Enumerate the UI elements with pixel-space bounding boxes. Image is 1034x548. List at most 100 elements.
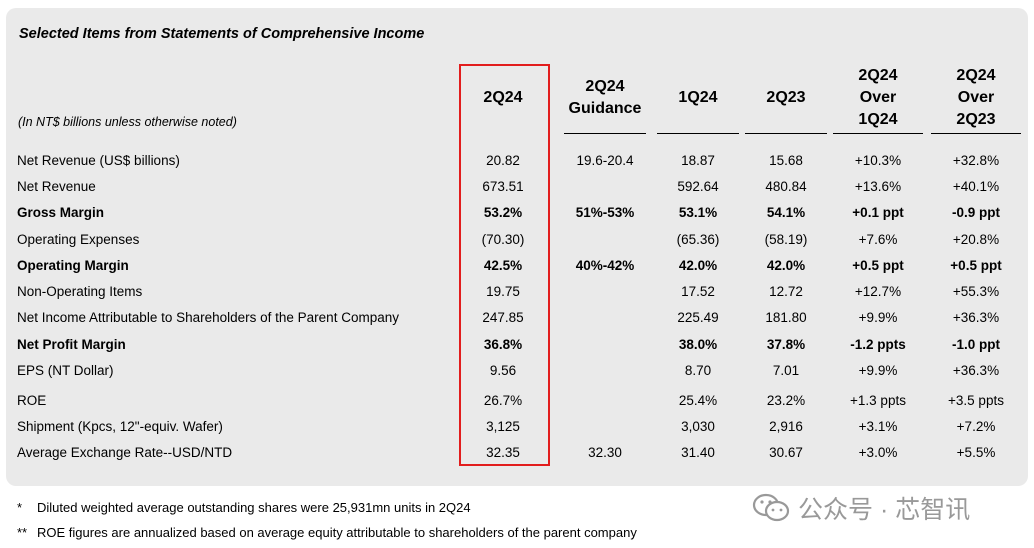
- column-header: 2Q24 Over 2Q23: [931, 63, 1021, 134]
- table-row: Gross Margin 53.2% 51%-53% 53.1% 54.1% +0.1 p…: [6, 200, 1028, 226]
- column-header: 1Q24: [657, 63, 739, 134]
- table-row: Shipment (Kpcs, 12"-equiv. Wafer) 3,125 3,…: [6, 414, 1028, 440]
- row-value: 19.6-20.4: [576, 153, 634, 168]
- row-value: +5.5%: [956, 445, 996, 460]
- row-value: [555, 332, 655, 358]
- column-header: 2Q24 Guidance: [564, 63, 646, 134]
- row-value: 20.82: [486, 153, 520, 168]
- row-value: 225.49: [677, 310, 719, 325]
- row-value: 673.51: [482, 179, 524, 194]
- table-row: Net Revenue (US$ billions) 20.82 19.6-20.4…: [6, 148, 1028, 174]
- row-value: 40%-42%: [575, 258, 635, 273]
- row-value: (58.19): [764, 232, 808, 247]
- row-value: [555, 414, 655, 440]
- row-value: 32.30: [588, 445, 622, 460]
- row-value: +3.5 ppts: [948, 393, 1004, 408]
- footnote-text: ROE figures are annualized based on aver…: [37, 525, 637, 540]
- row-value: [555, 174, 655, 200]
- row-label: Net Revenue (US$ billions): [17, 153, 180, 168]
- row-value: 26.7%: [483, 393, 523, 408]
- row-value: 181.80: [765, 310, 807, 325]
- row-value: +12.7%: [854, 284, 902, 299]
- row-value: +0.1 ppt: [852, 205, 904, 220]
- row-value: [555, 358, 655, 384]
- row-value: +13.6%: [854, 179, 902, 194]
- row-value: +7.2%: [956, 419, 996, 434]
- row-value: 36.8%: [483, 337, 523, 352]
- row-label: EPS (NT Dollar): [17, 363, 114, 378]
- row-value: -1.0 ppt: [951, 337, 1000, 352]
- wechat-icon: [752, 493, 790, 522]
- table-row: Operating Expenses (70.30) (65.36) (58.19) +…: [6, 227, 1028, 253]
- row-value: +3.0%: [858, 445, 898, 460]
- row-label: Net Profit Margin: [17, 337, 126, 352]
- row-value: 38.0%: [678, 337, 718, 352]
- row-value: 17.52: [681, 284, 715, 299]
- row-value: +20.8%: [952, 232, 1000, 247]
- table-row: Net Profit Margin 36.8% 38.0% 37.8% -1.2 ppt…: [6, 332, 1028, 358]
- row-label: Operating Expenses: [17, 232, 140, 247]
- row-value: (65.36): [676, 232, 720, 247]
- row-value: +7.6%: [858, 232, 898, 247]
- row-value: 2,916: [769, 419, 803, 434]
- row-value: -1.2 ppts: [850, 337, 906, 352]
- row-value: 247.85: [482, 310, 524, 325]
- row-value: 9.56: [489, 363, 517, 378]
- watermark: 公众号 · 芯智讯: [752, 490, 970, 526]
- row-value: (70.30): [481, 232, 525, 247]
- table-row: EPS (NT Dollar) 9.56 8.70 7.01 +9.9% +36.3%: [6, 358, 1028, 384]
- row-value: 53.2%: [483, 205, 523, 220]
- column-header: 2Q23: [745, 63, 827, 134]
- footnote-mark: **: [17, 525, 28, 540]
- row-label: Gross Margin: [17, 205, 105, 220]
- footnote-text: Diluted weighted average outstanding sha…: [37, 500, 471, 515]
- row-value: -0.9 ppt: [951, 205, 1000, 220]
- table-row: Operating Margin 42.5% 40%-42% 42.0% 42.0% +0…: [6, 253, 1028, 279]
- row-value: 15.68: [769, 153, 803, 168]
- row-value: 51%-53%: [575, 205, 635, 220]
- row-value: 37.8%: [766, 337, 806, 352]
- row-value: +36.3%: [952, 363, 1000, 378]
- row-value: +9.9%: [858, 363, 898, 378]
- row-label: Operating Margin: [17, 258, 129, 273]
- row-value: +0.5 ppt: [950, 258, 1002, 273]
- row-value: 3,030: [681, 419, 715, 434]
- footnote-roe: ** ROE figures are annualized based on av…: [17, 525, 637, 540]
- row-value: 3,125: [486, 419, 520, 434]
- table-row: Average Exchange Rate--USD/NTD 32.35 32.30…: [6, 440, 1028, 466]
- table-row: ROE 26.7% 25.4% 23.2% +1.3 ppts +3.5 ppts: [6, 388, 1028, 414]
- row-value: 19.75: [486, 284, 520, 299]
- row-value: +1.3 ppts: [850, 393, 906, 408]
- row-value: 8.70: [684, 363, 712, 378]
- table-title: Selected Items from Statements of Compre…: [19, 26, 425, 42]
- row-value: 53.1%: [678, 205, 718, 220]
- row-value: 42.5%: [483, 258, 523, 273]
- row-value: 480.84: [765, 179, 807, 194]
- row-value: +10.3%: [854, 153, 902, 168]
- row-label: Net Income Attributable to Shareholders …: [17, 310, 399, 325]
- row-value: [555, 227, 655, 253]
- row-value: 54.1%: [766, 205, 806, 220]
- row-value: 592.64: [677, 179, 719, 194]
- column-header: 2Q24: [483, 89, 523, 106]
- row-value: 25.4%: [678, 393, 718, 408]
- income-statement-panel: Selected Items from Statements of Compre…: [6, 8, 1028, 486]
- row-value: 42.0%: [766, 258, 806, 273]
- row-label: ROE: [17, 393, 47, 408]
- row-value: 42.0%: [678, 258, 718, 273]
- row-value: 31.40: [681, 445, 715, 460]
- row-value: 23.2%: [766, 393, 806, 408]
- row-value: +9.9%: [858, 310, 898, 325]
- row-label: Shipment (Kpcs, 12"-equiv. Wafer): [17, 419, 223, 434]
- row-value: 18.87: [681, 153, 715, 168]
- row-value: [555, 279, 655, 305]
- footnote-mark: *: [17, 500, 23, 515]
- row-value: [555, 305, 655, 331]
- row-value: +40.1%: [952, 179, 1000, 194]
- table-row: Net Income Attributable to Shareholders …: [6, 305, 1028, 331]
- row-value: +55.3%: [952, 284, 1000, 299]
- row-value: +32.8%: [952, 153, 1000, 168]
- row-value: 32.35: [486, 445, 520, 460]
- row-value: +3.1%: [858, 419, 898, 434]
- row-value: 7.01: [772, 363, 800, 378]
